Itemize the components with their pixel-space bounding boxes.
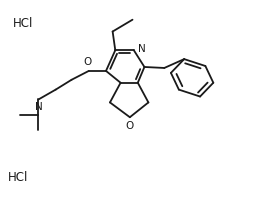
Text: O: O [126,121,134,131]
Text: N: N [138,44,146,54]
Text: HCl: HCl [8,171,28,184]
Text: HCl: HCl [13,17,34,30]
Text: O: O [83,57,92,67]
Text: N: N [34,102,42,112]
